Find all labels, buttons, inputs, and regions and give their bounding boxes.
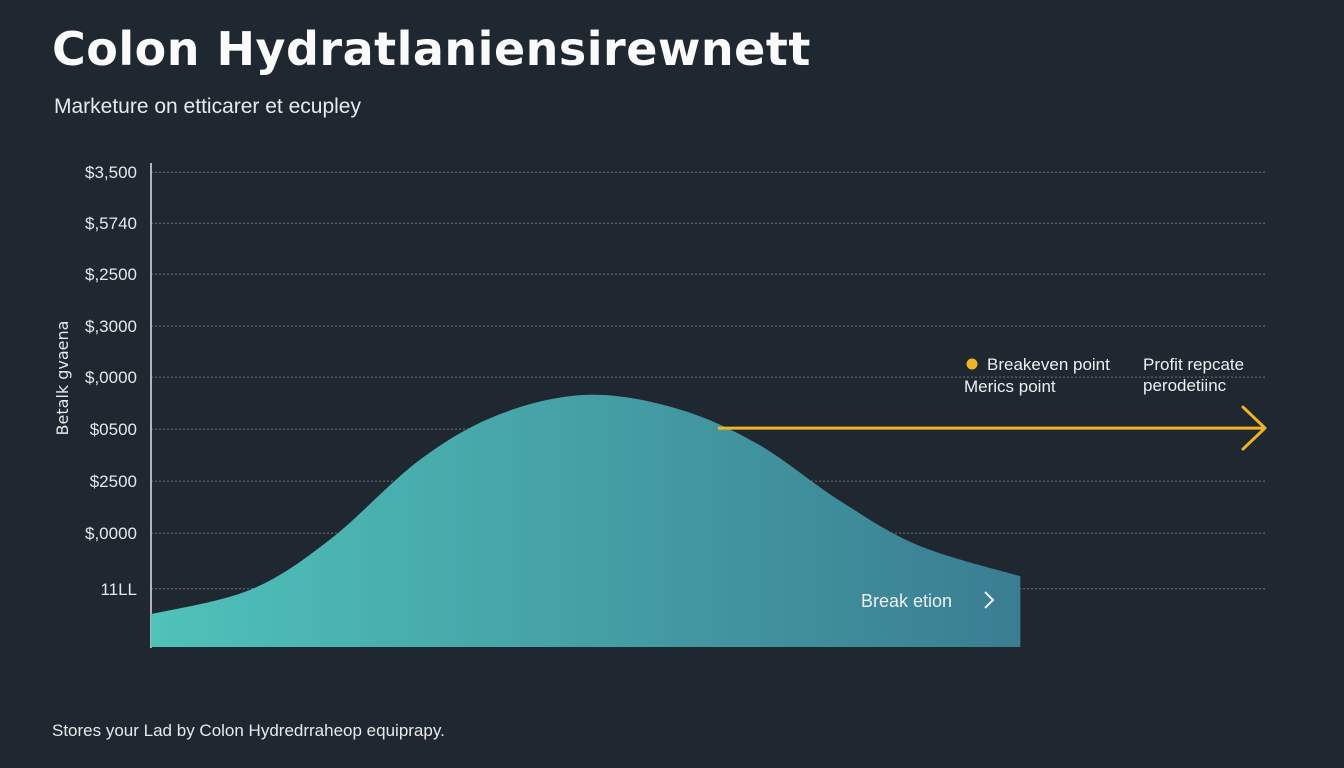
y-tick-label: 11LL	[100, 580, 137, 599]
chart-caption: Stores your Lad by Colon Hydredrraheop e…	[52, 721, 445, 740]
profit-label-line2: perodetiinc	[1143, 376, 1227, 395]
y-tick-label: $,2500	[85, 265, 137, 284]
legend-breakeven-label: Breakeven point	[987, 355, 1110, 374]
arrow-right-icon	[1241, 405, 1267, 451]
y-tick-label: $,0000	[85, 368, 137, 387]
chart-title: Colon Hydratlaniensirewnett	[52, 22, 811, 76]
y-tick-label: $0500	[90, 420, 137, 439]
legend-metrics-label: Merics point	[964, 377, 1056, 396]
y-tick-label: $,0000	[85, 524, 137, 543]
y-tick-label: $,3000	[85, 317, 137, 336]
y-tick-label: $,5740	[85, 214, 137, 233]
chevron-right-icon	[984, 591, 995, 609]
legend-dot-icon	[966, 358, 978, 370]
chart-subtitle: Marketure on etticarer et ecupley	[54, 95, 361, 118]
y-tick-label: $3,500	[85, 163, 137, 182]
break-label: Break etion	[861, 591, 952, 611]
y-tick-label: $2500	[90, 472, 137, 491]
y-axis-label: Betalk gvaena	[53, 321, 72, 436]
profit-label-line1: Profit repcate	[1143, 355, 1244, 374]
area-series	[151, 394, 1021, 647]
